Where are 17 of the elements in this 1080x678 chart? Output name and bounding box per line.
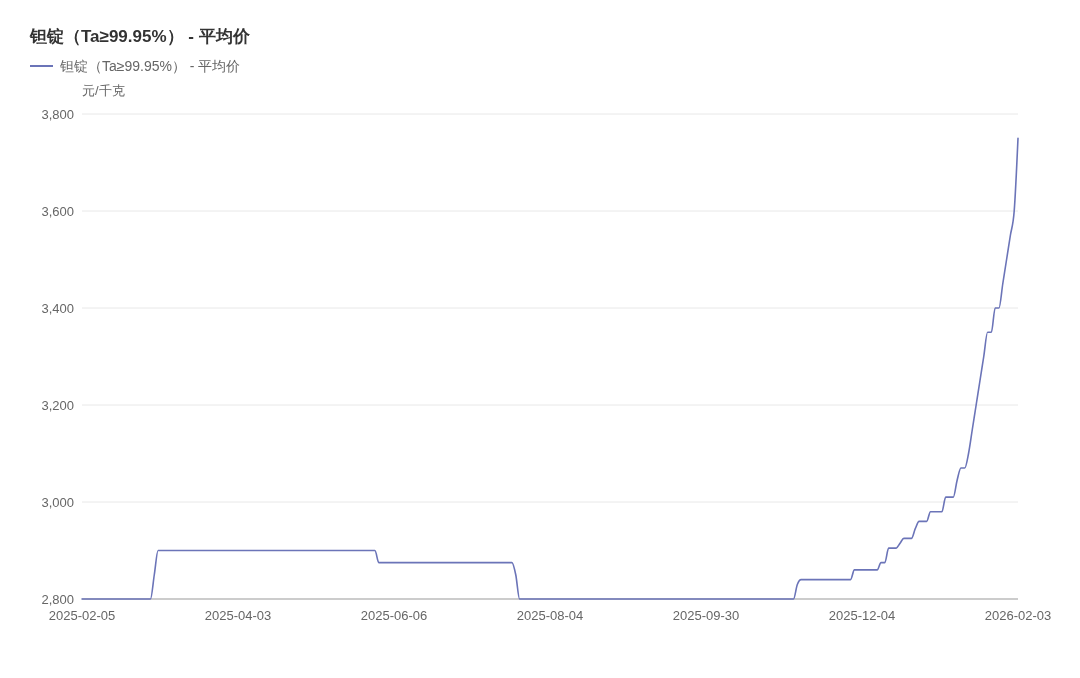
x-tick-label: 2025-12-04 xyxy=(828,608,896,623)
y-tick-label: 2,800 xyxy=(41,591,74,607)
y-tick-label: 3,200 xyxy=(41,397,74,413)
legend-label: 钽锭（Ta≥99.95%） - 平均价 xyxy=(59,58,241,74)
y-tick-label: 3,000 xyxy=(41,494,74,510)
y-tick-label: 3,600 xyxy=(41,203,74,219)
chart-title: 钽锭（Ta≥99.95%） - 平均价 xyxy=(29,27,251,46)
line-series xyxy=(81,137,1019,600)
x-tick-label: 2025-06-06 xyxy=(360,608,428,623)
x-tick-label: 2025-08-04 xyxy=(516,608,584,623)
x-tick-label: 2026-02-03 xyxy=(984,608,1052,623)
y-axis-title: 元/千克 xyxy=(82,83,125,98)
y-tick-label: 3,400 xyxy=(41,300,74,316)
x-tick-label: 2025-02-05 xyxy=(48,608,116,623)
x-tick-label: 2025-04-03 xyxy=(204,608,272,623)
x-tick-label: 2025-09-30 xyxy=(672,608,740,623)
y-tick-label: 3,800 xyxy=(41,106,74,122)
